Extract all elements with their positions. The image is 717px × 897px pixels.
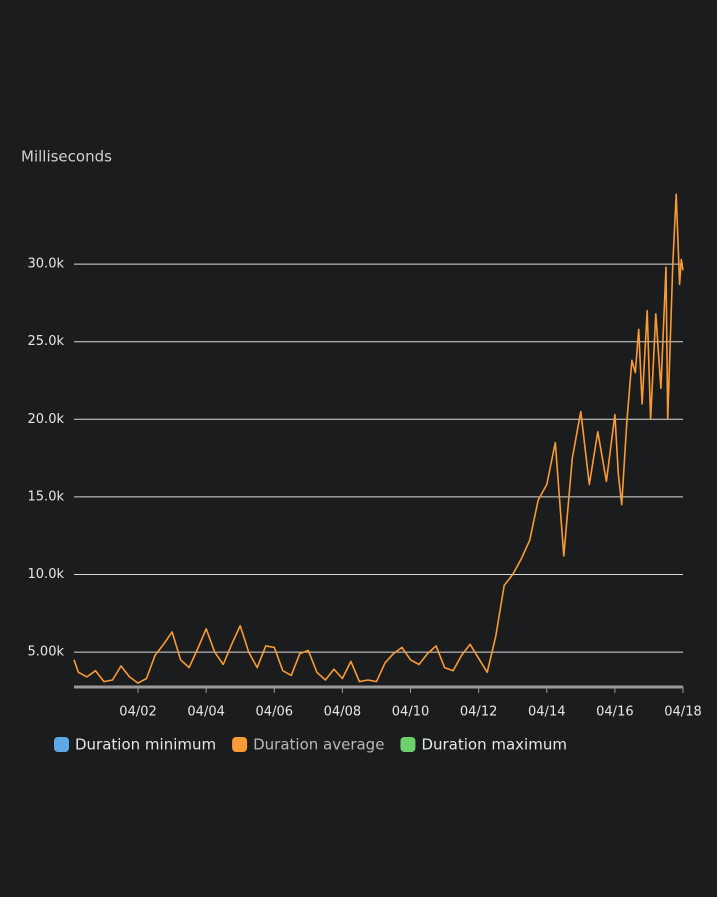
x-tick-label: 04/16 bbox=[596, 705, 633, 720]
y-tick-label: 30.0k bbox=[28, 257, 65, 272]
legend-label: Duration minimum bbox=[75, 736, 216, 754]
y-tick-label: 25.0k bbox=[28, 334, 65, 349]
x-tick-label: 04/10 bbox=[392, 705, 429, 720]
x-tick-label: 04/06 bbox=[256, 705, 293, 720]
x-tick-label: 04/08 bbox=[324, 705, 361, 720]
legend-swatch bbox=[232, 737, 248, 752]
y-tick-label: 5.00k bbox=[28, 645, 65, 660]
y-tick-label: 20.0k bbox=[28, 412, 65, 427]
legend-label: Duration maximum bbox=[421, 736, 567, 754]
x-tick-label: 04/04 bbox=[187, 705, 224, 720]
x-tick-label: 04/02 bbox=[119, 705, 156, 720]
data-line bbox=[73, 193, 684, 684]
y-tick-label: 10.0k bbox=[28, 567, 65, 582]
legend-swatch bbox=[400, 737, 416, 752]
y-axis-label: Milliseconds bbox=[21, 148, 112, 166]
x-tick-label: 04/14 bbox=[528, 705, 565, 720]
legend-swatch bbox=[54, 737, 69, 752]
y-tick-label: 15.0k bbox=[28, 489, 65, 504]
x-tick-label: 04/12 bbox=[460, 705, 497, 720]
legend-label: Duration average bbox=[253, 736, 384, 754]
x-tick-label: 04/18 bbox=[664, 705, 701, 720]
